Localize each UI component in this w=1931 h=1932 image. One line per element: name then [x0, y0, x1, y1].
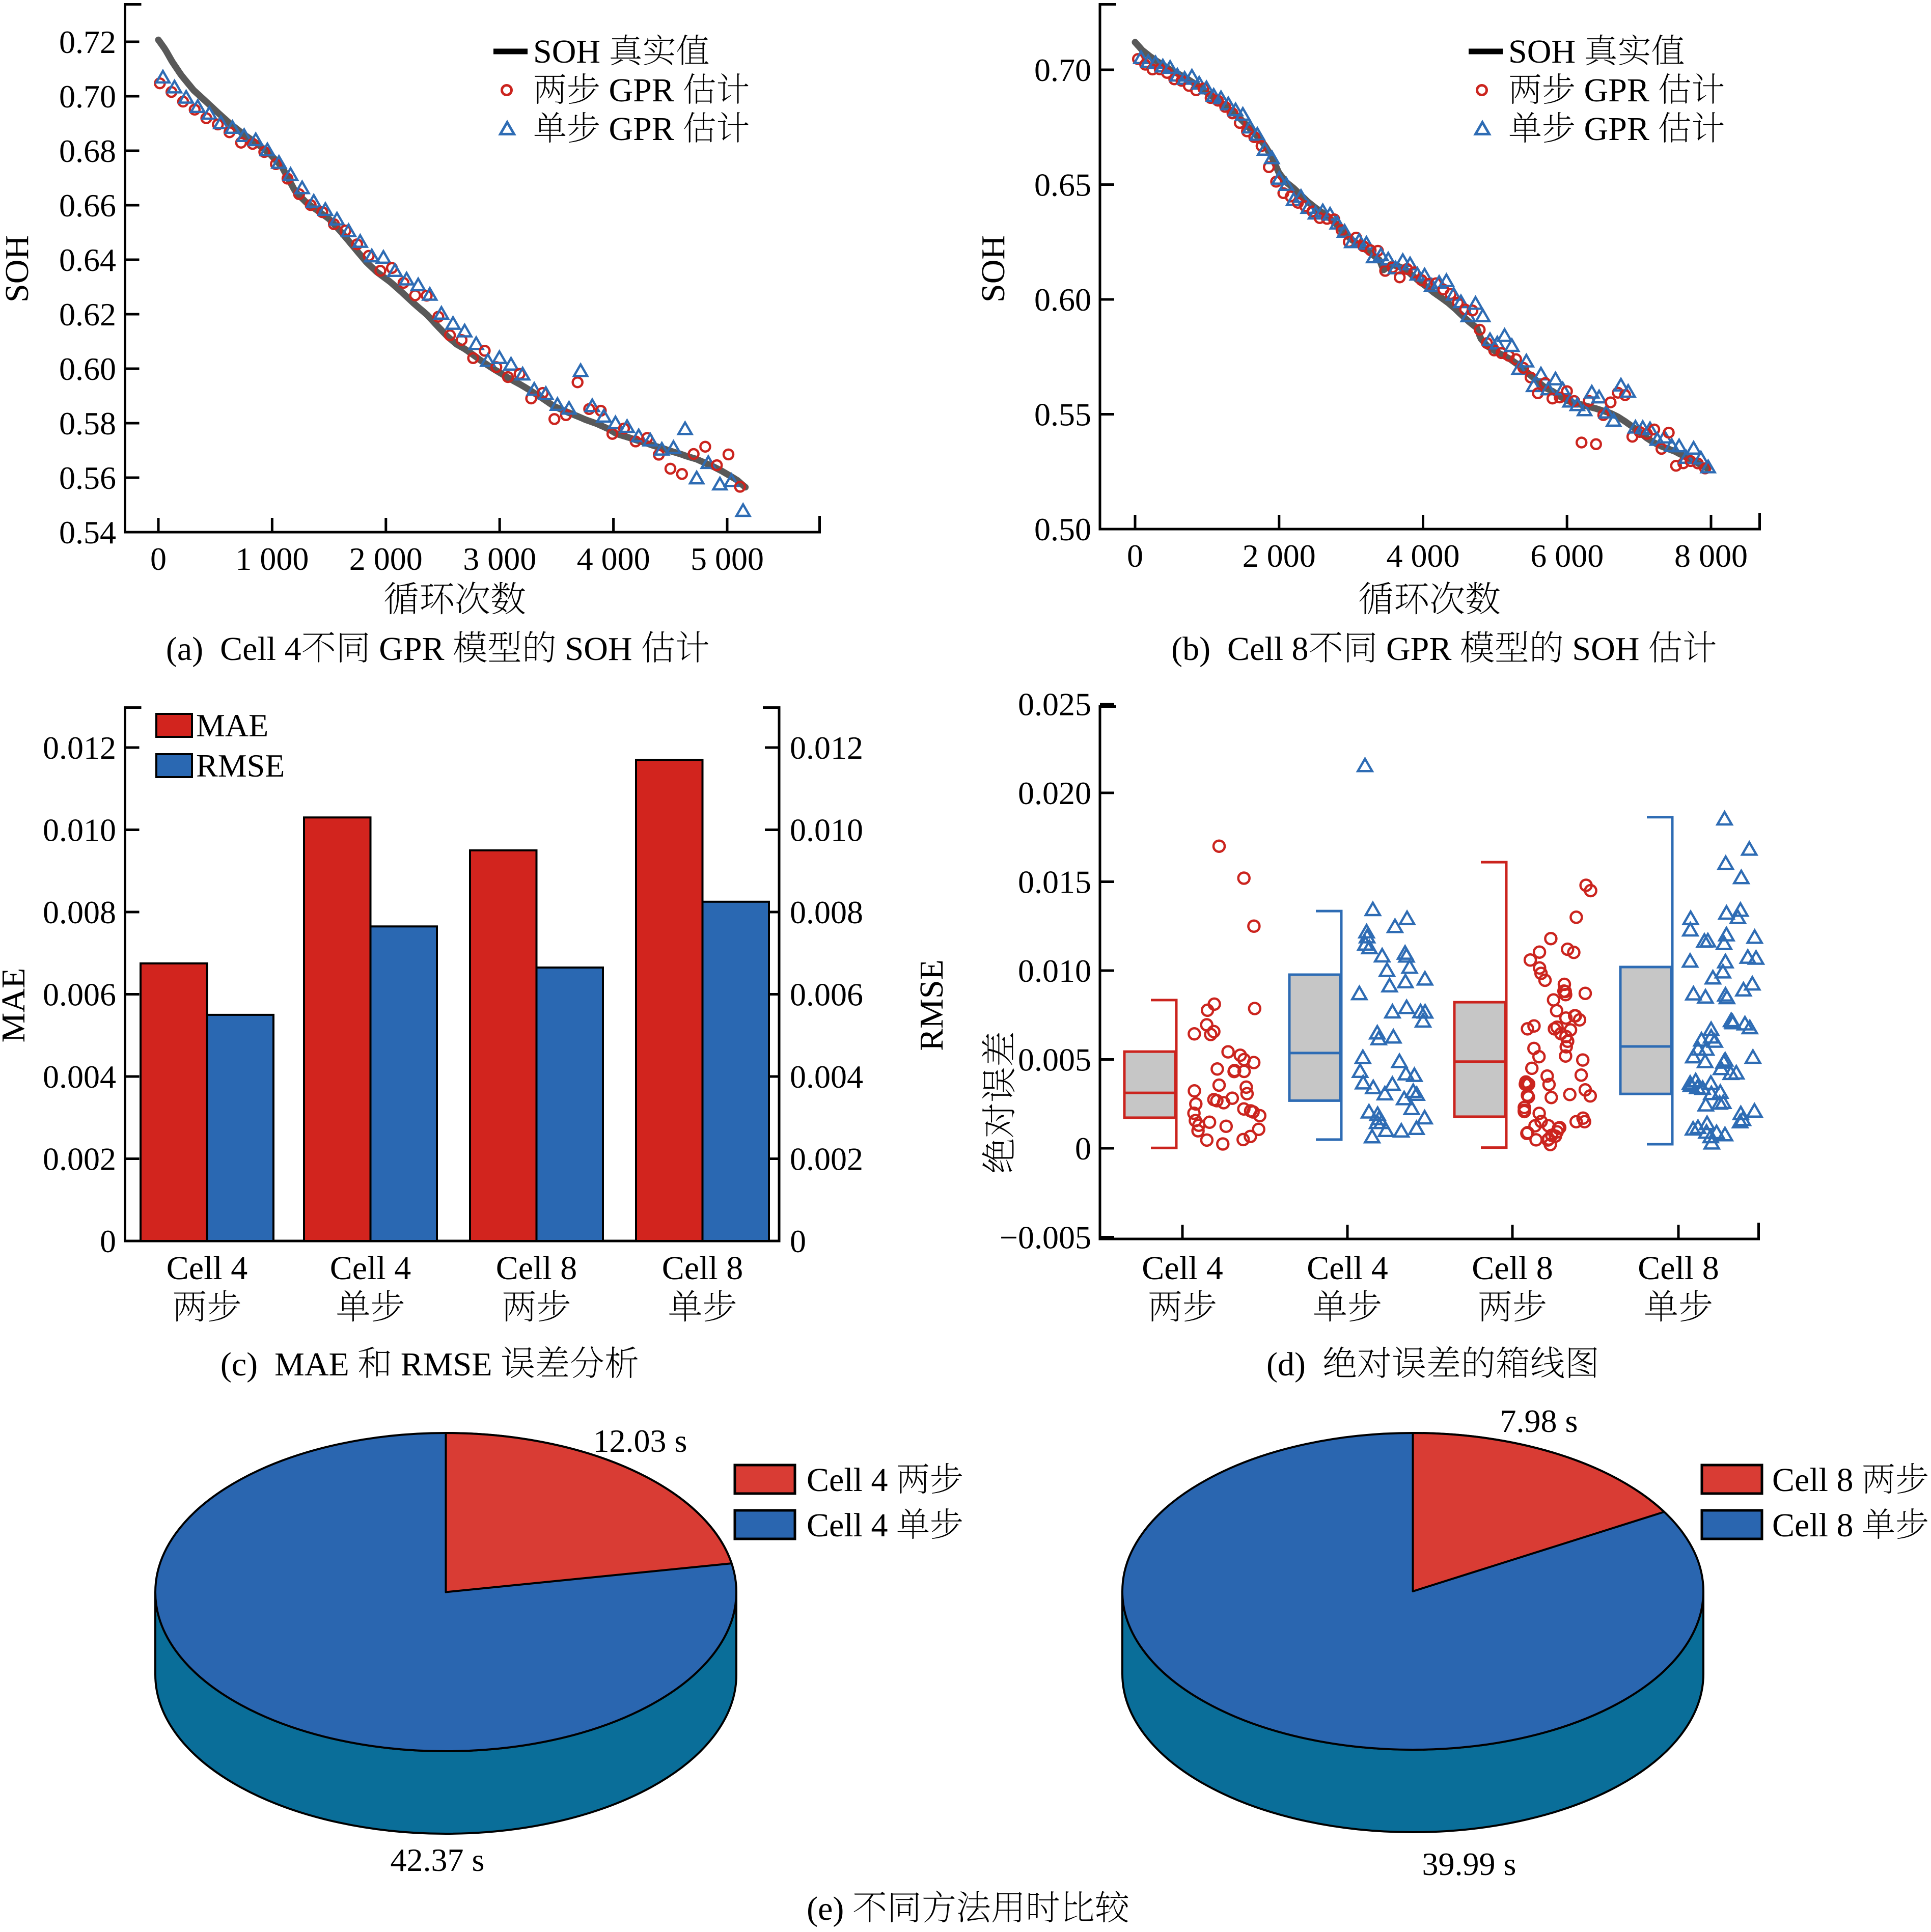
svg-text:Cell 4: Cell 4 [807, 1461, 896, 1499]
svg-text:0: 0 [1075, 1130, 1091, 1167]
svg-text:0.012: 0.012 [43, 730, 116, 766]
svg-text:0.60: 0.60 [1034, 282, 1091, 318]
svg-text:0.66: 0.66 [59, 187, 116, 224]
svg-text:(b) Cell 8: (b) Cell 8 [1171, 630, 1308, 668]
svg-text:12.03 s: 12.03 s [593, 1423, 687, 1459]
svg-text:0.010: 0.010 [790, 812, 863, 848]
svg-text:3 000: 3 000 [463, 541, 536, 577]
svg-text:SOH: SOH [557, 630, 641, 668]
svg-text:8 000: 8 000 [1674, 538, 1748, 574]
svg-text:0.010: 0.010 [43, 812, 116, 848]
svg-text:Cell 4: Cell 4 [1142, 1250, 1223, 1287]
svg-text:RMSE: RMSE [913, 959, 950, 1051]
svg-text:(e): (e) [807, 1890, 852, 1927]
svg-text:Cell 8: Cell 8 [1638, 1250, 1719, 1287]
svg-text:0: 0 [790, 1223, 806, 1259]
svg-text:−0.005: −0.005 [1000, 1220, 1091, 1256]
svg-text:0.58: 0.58 [59, 405, 116, 441]
svg-text:0.64: 0.64 [59, 242, 116, 278]
svg-text:0.70: 0.70 [1034, 52, 1091, 88]
svg-text:SOH: SOH [1564, 630, 1648, 668]
svg-text:6 000: 6 000 [1530, 538, 1604, 574]
svg-text:0.020: 0.020 [1018, 775, 1091, 811]
svg-text:42.37 s: 42.37 s [391, 1842, 485, 1878]
svg-text:0: 0 [100, 1223, 116, 1259]
svg-text:(c) MAE: (c) MAE [220, 1346, 357, 1383]
svg-text:GPR: GPR [1576, 72, 1658, 109]
svg-text:0.70: 0.70 [59, 78, 116, 115]
svg-text:0.008: 0.008 [790, 894, 863, 930]
svg-text:0.012: 0.012 [790, 730, 863, 766]
svg-text:0.006: 0.006 [790, 977, 863, 1013]
svg-text:GPR: GPR [600, 72, 682, 109]
svg-text:0.68: 0.68 [59, 133, 116, 169]
svg-text:Cell 8: Cell 8 [1472, 1250, 1553, 1287]
svg-text:0.002: 0.002 [43, 1141, 116, 1177]
svg-text:0.010: 0.010 [1018, 953, 1091, 989]
svg-text:(d): (d) [1266, 1346, 1322, 1383]
svg-text:0: 0 [150, 541, 167, 577]
svg-text:GPR: GPR [371, 630, 453, 668]
svg-text:7.98 s: 7.98 s [1500, 1403, 1578, 1439]
svg-text:0.60: 0.60 [59, 351, 116, 387]
svg-text:0.54: 0.54 [59, 514, 116, 550]
svg-text:2 000: 2 000 [1243, 538, 1316, 574]
svg-text:0.62: 0.62 [59, 296, 116, 333]
svg-text:Cell 8: Cell 8 [1772, 1507, 1862, 1544]
svg-text:4 000: 4 000 [577, 541, 650, 577]
svg-text:0.004: 0.004 [790, 1059, 863, 1095]
svg-text:0: 0 [1127, 538, 1143, 574]
svg-text:0.004: 0.004 [43, 1059, 116, 1095]
svg-text:0.56: 0.56 [59, 460, 116, 496]
svg-text:RMSE: RMSE [196, 748, 285, 784]
svg-text:5 000: 5 000 [691, 541, 764, 577]
svg-text:(a) Cell 4: (a) Cell 4 [166, 630, 301, 668]
svg-text:SOH: SOH [975, 235, 1012, 302]
svg-text:SOH: SOH [1508, 33, 1584, 70]
svg-text:0.55: 0.55 [1034, 397, 1091, 433]
svg-text:GPR: GPR [1576, 111, 1658, 148]
svg-text:0.006: 0.006 [43, 977, 116, 1013]
svg-text:0.008: 0.008 [43, 894, 116, 930]
svg-text:MAE: MAE [0, 968, 32, 1043]
svg-text:GPR: GPR [1378, 630, 1460, 668]
svg-text:Cell 8: Cell 8 [662, 1250, 743, 1287]
svg-text:Cell 4: Cell 4 [807, 1507, 896, 1544]
svg-text:Cell 8: Cell 8 [1772, 1461, 1862, 1499]
svg-text:0.72: 0.72 [59, 24, 116, 60]
svg-text:0.002: 0.002 [790, 1141, 863, 1177]
svg-text:Cell 8: Cell 8 [496, 1250, 577, 1287]
svg-text:2 000: 2 000 [349, 541, 423, 577]
svg-text:39.99 s: 39.99 s [1422, 1846, 1516, 1882]
svg-text:GPR: GPR [600, 111, 682, 148]
svg-text:SOH: SOH [0, 235, 36, 302]
svg-text:MAE: MAE [196, 707, 268, 743]
svg-text:0.025: 0.025 [1018, 686, 1091, 723]
svg-text:Cell 4: Cell 4 [330, 1250, 411, 1287]
svg-text:0.005: 0.005 [1018, 1042, 1091, 1078]
svg-text:RMSE: RMSE [392, 1346, 501, 1383]
svg-text:Cell 4: Cell 4 [1307, 1250, 1388, 1287]
svg-text:SOH: SOH [533, 33, 609, 70]
svg-text:0.015: 0.015 [1018, 864, 1091, 900]
svg-text:0.65: 0.65 [1034, 167, 1091, 203]
svg-text:Cell 4: Cell 4 [167, 1250, 248, 1287]
svg-text:0.50: 0.50 [1034, 511, 1091, 547]
svg-text:4 000: 4 000 [1387, 538, 1460, 574]
svg-text:1 000: 1 000 [235, 541, 309, 577]
